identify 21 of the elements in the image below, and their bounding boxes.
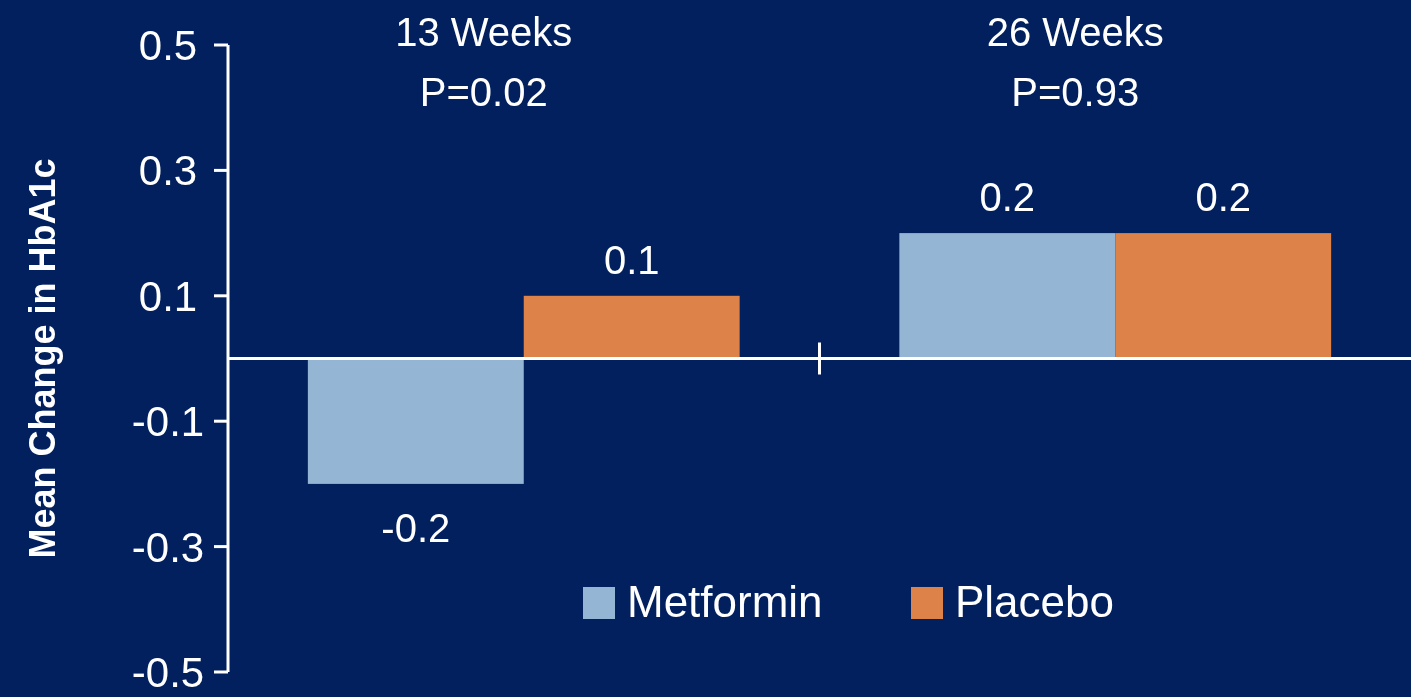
data-label: 0.2 [1195, 175, 1251, 220]
data-label: 0.1 [603, 237, 660, 282]
legend-label: Metformin [627, 577, 823, 626]
y-tick-label: 0.1 [138, 272, 198, 320]
x-tick-label: 26 Weeks [986, 10, 1164, 54]
bar [1115, 233, 1332, 359]
bar [523, 295, 740, 359]
y-tick-label: -0.5 [131, 649, 205, 696]
bar [307, 358, 524, 484]
x-tick-label: 13 Weeks [395, 10, 573, 54]
y-tick-label: 0.3 [138, 147, 198, 195]
annotation: P=0.02 [419, 70, 548, 114]
bar [899, 233, 1116, 359]
data-label: 0.2 [979, 175, 1036, 220]
y-tick-label: -0.1 [131, 398, 205, 446]
y-tick-label: -0.3 [131, 523, 205, 571]
annotation: P=0.93 [1011, 70, 1140, 114]
y-axis-title: Mean Change in HbA1c [22, 158, 63, 559]
data-label: -0.2 [381, 505, 451, 550]
legend-label: Placebo [955, 577, 1115, 626]
y-tick-label: 0.5 [138, 22, 198, 69]
